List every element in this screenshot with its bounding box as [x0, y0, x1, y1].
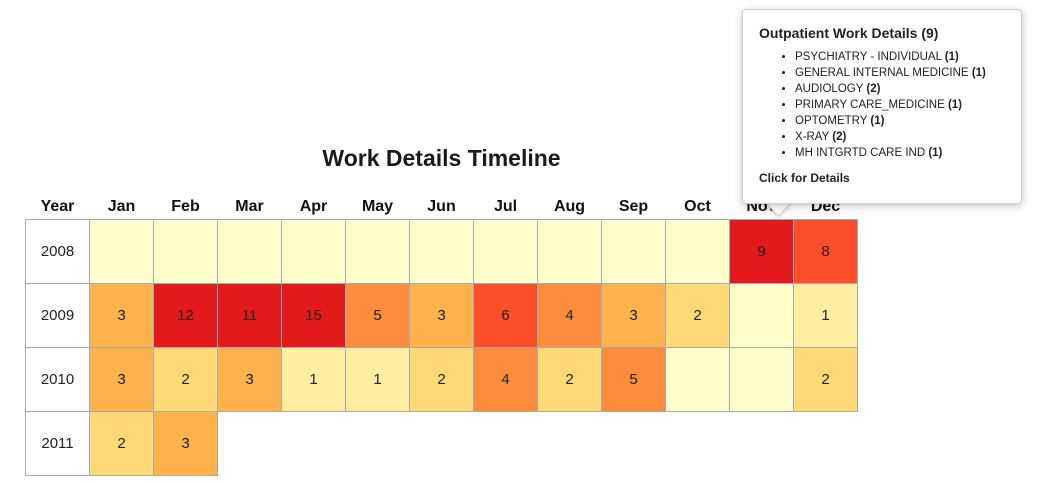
work-details-tooltip: Outpatient Work Details (9) PSYCHIATRY -…: [742, 9, 1022, 204]
month-cell-sep[interactable]: 3: [601, 283, 666, 348]
empty-slot: [218, 412, 282, 476]
empty-slot: [730, 412, 794, 476]
tooltip-item-label: GENERAL INTERNAL MEDICINE: [795, 67, 969, 79]
month-header-aug: Aug: [553, 198, 586, 215]
month-cell-mar[interactable]: [217, 219, 282, 284]
click-for-details-link[interactable]: Click for Details: [759, 171, 850, 185]
month-cell-apr[interactable]: [281, 219, 346, 284]
month-header-jul: Jul: [493, 198, 518, 215]
empty-slot: [410, 412, 474, 476]
month-cell-may[interactable]: [345, 219, 410, 284]
year-label: 2009: [25, 283, 90, 348]
month-cell-feb[interactable]: 2: [153, 347, 218, 412]
month-cell-feb[interactable]: 12: [153, 283, 218, 348]
tooltip-item: MH INTGRTD CARE IND (1): [795, 145, 1005, 161]
month-header-sep: Sep: [618, 198, 649, 215]
tooltip-item-label: MH INTGRTD CARE IND: [795, 147, 926, 159]
tooltip-item: OPTOMETRY (1): [795, 113, 1005, 129]
header-row: Year Jan Feb Mar Apr May Jun Jul Aug Sep…: [26, 195, 858, 220]
month-cell-jul[interactable]: 4: [473, 347, 538, 412]
tooltip-item-label: PSYCHIATRY - INDIVIDUAL: [795, 51, 942, 63]
tooltip-item: X-RAY (2): [795, 129, 1005, 145]
month-cell-jan[interactable]: [89, 219, 154, 284]
month-cell-jan[interactable]: 3: [89, 347, 154, 412]
tooltip-item: PRIMARY CARE_MEDICINE (1): [795, 97, 1005, 113]
year-header: Year: [40, 198, 75, 215]
year-label: 2008: [25, 219, 90, 284]
month-header-mar: Mar: [235, 198, 264, 215]
tooltip-item-count: (1): [928, 147, 943, 159]
tooltip-item-count: (2): [866, 83, 881, 95]
month-cell-sep[interactable]: [601, 219, 666, 284]
month-cell-oct[interactable]: [665, 219, 730, 284]
tooltip-item-count: (1): [944, 51, 959, 63]
month-cell-jan[interactable]: 3: [89, 283, 154, 348]
month-cell-may[interactable]: 5: [345, 283, 410, 348]
month-header-may: May: [361, 198, 394, 215]
month-cell-apr[interactable]: 1: [281, 347, 346, 412]
tooltip-item-count: (2): [832, 131, 847, 143]
month-cell-jan[interactable]: 2: [89, 411, 154, 476]
year-row-2008: 2008 9 8: [25, 219, 858, 284]
year-row-2010: 2010 3 2 3 1 1 2 4 2 5 2: [25, 347, 858, 412]
empty-slot: [474, 412, 538, 476]
month-header-jan: Jan: [107, 198, 136, 215]
month-cell-jun[interactable]: 3: [409, 283, 474, 348]
empty-slot: [538, 412, 602, 476]
month-cell-apr[interactable]: 15: [281, 283, 346, 348]
month-cell-aug[interactable]: 2: [537, 347, 602, 412]
empty-slot: [602, 412, 666, 476]
month-cell-dec[interactable]: 8: [793, 219, 858, 284]
month-cell-nov[interactable]: [729, 347, 794, 412]
month-header-oct: Oct: [684, 198, 711, 215]
month-cell-nov[interactable]: 9: [729, 219, 794, 284]
year-label: 2010: [25, 347, 90, 412]
month-cell-nov[interactable]: [729, 283, 794, 348]
month-cell-oct[interactable]: [665, 347, 730, 412]
month-cell-sep[interactable]: 5: [601, 347, 666, 412]
tooltip-list: PSYCHIATRY - INDIVIDUAL (1) GENERAL INTE…: [759, 49, 1005, 161]
month-cell-jul[interactable]: [473, 219, 538, 284]
month-cell-jun[interactable]: [409, 219, 474, 284]
month-header-jun: Jun: [427, 198, 456, 215]
empty-slot: [346, 412, 410, 476]
tooltip-item-count: (1): [947, 99, 963, 111]
page-title: Work Details Timeline: [322, 145, 561, 171]
month-cell-dec[interactable]: 1: [793, 283, 858, 348]
tooltip-item: AUDIOLOGY (2): [795, 81, 1005, 97]
tooltip-item-label: OPTOMETRY: [795, 115, 868, 127]
year-label: 2011: [25, 411, 90, 476]
empty-slot: [794, 412, 858, 476]
tooltip-item: PSYCHIATRY - INDIVIDUAL (1): [795, 49, 1005, 65]
tooltip-item-count: (1): [971, 67, 986, 79]
tooltip-title: Outpatient Work Details (9): [759, 25, 939, 41]
month-header-apr: Apr: [299, 198, 328, 215]
month-cell-mar[interactable]: 11: [217, 283, 282, 348]
month-cell-dec[interactable]: 2: [793, 347, 858, 412]
month-header-feb: Feb: [171, 198, 200, 215]
empty-slot: [282, 412, 346, 476]
month-cell-jun[interactable]: 2: [409, 347, 474, 412]
empty-slot: [666, 412, 730, 476]
year-row-2011: 2011 2 3: [25, 411, 858, 476]
tooltip-item-count: (1): [870, 115, 885, 127]
month-cell-jul[interactable]: 6: [473, 283, 538, 348]
tooltip-item: GENERAL INTERNAL MEDICINE (1): [795, 65, 1005, 81]
year-row-2009: 2009 3 12 11 15 5 3 6 4 3 2 1: [25, 283, 858, 348]
month-cell-aug[interactable]: 4: [537, 283, 602, 348]
tooltip-item-label: PRIMARY CARE_MEDICINE: [795, 99, 945, 111]
month-cell-aug[interactable]: [537, 219, 602, 284]
month-cell-may[interactable]: 1: [345, 347, 410, 412]
timeline-grid: Year Jan Feb Mar Apr May Jun Jul Aug Sep…: [25, 195, 858, 476]
tooltip-item-label: AUDIOLOGY: [795, 83, 864, 95]
month-cell-mar[interactable]: 3: [217, 347, 282, 412]
month-cell-oct[interactable]: 2: [665, 283, 730, 348]
month-cell-feb[interactable]: [153, 219, 218, 284]
tooltip-item-label: X-RAY: [795, 131, 830, 143]
month-cell-feb[interactable]: 3: [153, 411, 218, 476]
